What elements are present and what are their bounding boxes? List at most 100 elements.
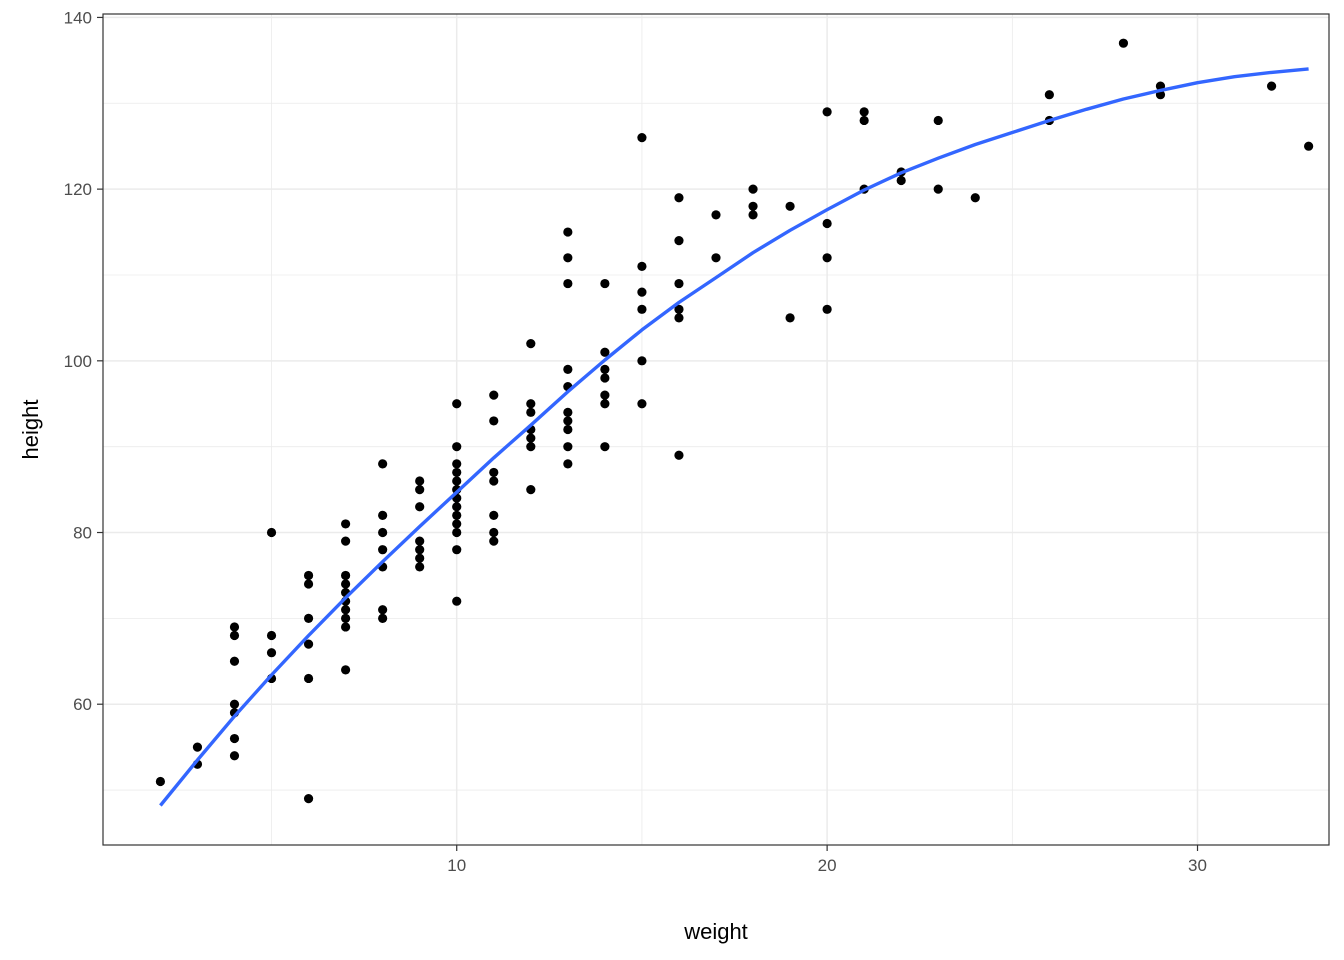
data-point [303, 639, 314, 649]
data-point [452, 399, 462, 409]
data-point [415, 502, 425, 512]
data-point [526, 442, 536, 452]
y-tick-label: 120 [64, 180, 92, 199]
data-point [378, 510, 388, 520]
data-point [785, 201, 795, 211]
data-point [341, 605, 351, 615]
data-point [303, 673, 314, 684]
data-point [563, 364, 573, 375]
data-point [415, 562, 425, 572]
data-point [563, 407, 573, 417]
smooth-line [159, 67, 1309, 807]
data-point [637, 133, 647, 143]
data-point [600, 373, 610, 383]
data-point [341, 570, 351, 581]
data-point [1118, 38, 1129, 48]
data-point [600, 390, 610, 400]
data-point [637, 356, 647, 366]
data-point [526, 339, 536, 349]
data-point [415, 545, 425, 555]
data-point [341, 665, 351, 675]
y-tick-label: 140 [64, 8, 92, 27]
smooth-layer [159, 67, 1309, 807]
data-point [341, 519, 351, 529]
data-point [822, 218, 832, 229]
data-point [933, 115, 943, 126]
data-point [674, 278, 684, 289]
data-point [748, 210, 758, 220]
data-point [489, 467, 499, 478]
x-tick-label: 30 [1188, 856, 1207, 875]
data-point [452, 545, 462, 555]
data-point [785, 313, 795, 323]
data-point [526, 399, 536, 409]
data-point [452, 442, 462, 452]
data-point [229, 751, 240, 761]
data-point [452, 467, 462, 478]
y-tick-label: 80 [73, 524, 92, 543]
data-point [229, 622, 240, 632]
panel-border [102, 13, 1330, 846]
data-point [415, 536, 425, 546]
data-point [563, 227, 573, 237]
data-point [970, 193, 980, 203]
data-point [637, 304, 647, 314]
data-point [526, 433, 536, 443]
data-point [1044, 90, 1054, 100]
data-point [748, 184, 758, 194]
data-point [674, 313, 684, 323]
data-point [637, 287, 647, 297]
data-point [229, 630, 240, 641]
data-point [341, 613, 351, 623]
data-point [526, 484, 536, 495]
data-point [489, 476, 499, 486]
data-point [489, 510, 499, 520]
points-layer [155, 38, 1314, 804]
data-point [229, 699, 240, 709]
data-point [452, 510, 462, 520]
data-point [526, 407, 536, 417]
x-tick-label: 20 [818, 856, 837, 875]
data-point [452, 527, 462, 538]
data-point [378, 527, 388, 538]
data-point [452, 459, 462, 469]
data-point [452, 519, 462, 529]
data-point [600, 364, 610, 375]
y-tick-label: 100 [64, 352, 92, 371]
data-point [674, 193, 684, 203]
data-point [489, 390, 499, 400]
x-tick-label: 10 [447, 856, 466, 875]
data-point [415, 553, 425, 563]
data-point [266, 527, 277, 538]
data-point [266, 648, 277, 658]
data-point [563, 442, 573, 452]
data-point [674, 450, 684, 460]
data-point [192, 742, 203, 752]
data-point [674, 304, 684, 314]
data-point [1266, 81, 1277, 91]
data-point [563, 416, 573, 426]
data-point [711, 253, 721, 263]
data-point [563, 278, 573, 289]
data-point [341, 622, 351, 632]
data-point [415, 484, 425, 495]
data-point [600, 399, 610, 409]
data-point [378, 613, 388, 623]
data-point [303, 579, 314, 589]
data-point [563, 424, 573, 435]
data-point [1304, 141, 1314, 151]
data-point [452, 502, 462, 512]
data-point [229, 656, 240, 666]
data-point [600, 442, 610, 452]
data-point [933, 184, 943, 194]
data-point [266, 630, 277, 641]
data-point [822, 304, 832, 314]
data-point [489, 527, 499, 538]
data-point [452, 596, 462, 606]
data-point [155, 776, 166, 787]
y-axis-ticks: 60 80 100 120 140 [64, 8, 103, 714]
data-point [341, 579, 351, 589]
data-point [748, 201, 758, 211]
data-point [303, 613, 314, 623]
